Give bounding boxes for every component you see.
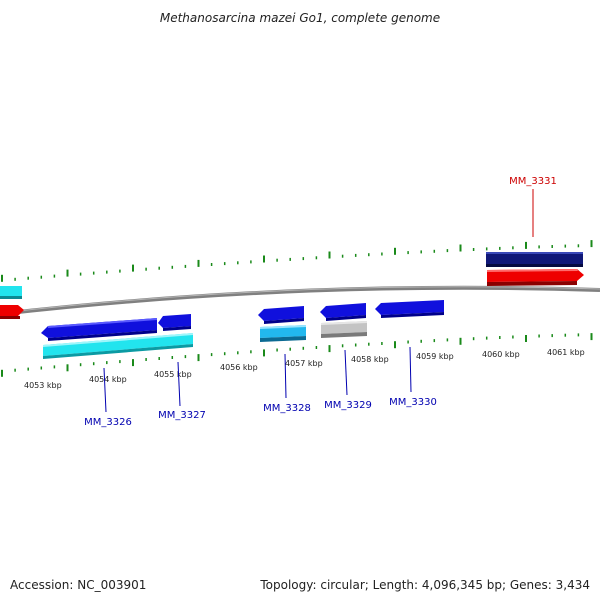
callout-line-MM_3328 — [284, 353, 287, 399]
callout-line-MM_3329 — [344, 349, 348, 396]
gene-label-MM_3327[interactable]: MM_3327 — [158, 410, 206, 421]
scale-label-4058: 4058 kbp — [351, 355, 389, 364]
genome-backbone-highlight — [0, 286, 600, 314]
scale-label-4053: 4053 kbp — [24, 381, 62, 390]
scale-label-4054: 4054 kbp — [89, 375, 127, 384]
outer-tick-row — [1, 240, 593, 282]
inner-tick-row — [1, 333, 593, 377]
accession-text: Accession: NC_003901 — [10, 578, 147, 592]
gene-label-MM_3328[interactable]: MM_3328 — [263, 403, 311, 414]
scale-label-4061: 4061 kbp — [547, 348, 585, 357]
gene-label-MM_3331[interactable]: MM_3331 — [509, 176, 557, 187]
edge-gene-red[interactable] — [0, 305, 24, 319]
gene-MM_3331-bar[interactable] — [486, 252, 583, 267]
gene-MM_3331-arrow[interactable] — [487, 269, 584, 286]
callout-line-MM_3327 — [177, 361, 181, 407]
gene-MM_3328-cds[interactable] — [260, 325, 306, 342]
callout-line-MM_3326 — [103, 367, 107, 413]
gene-MM_3326-arrow[interactable] — [41, 318, 157, 341]
gene-MM_3329-cds[interactable] — [321, 321, 367, 338]
genome-backbone — [0, 285, 600, 316]
gene-label-MM_3330[interactable]: MM_3330 — [389, 397, 437, 408]
gene-MM_3326-cds[interactable] — [43, 333, 193, 359]
gene-MM_3330-arrow[interactable] — [375, 300, 444, 318]
map-title: Methanosarcina mazei Go1, complete genom… — [160, 11, 440, 25]
gene-label-MM_3329[interactable]: MM_3329 — [324, 400, 372, 411]
edge-gene-cyan[interactable] — [0, 286, 22, 299]
callout-line-MM_3330 — [409, 346, 412, 393]
scale-label-4056: 4056 kbp — [220, 363, 258, 372]
scale-label-4057: 4057 kbp — [285, 359, 323, 368]
genome-summary-text: Topology: circular; Length: 4,096,345 bp… — [260, 578, 590, 592]
gene-MM_3329-arrow[interactable] — [320, 303, 366, 321]
gene-MM_3328-arrow[interactable] — [258, 306, 304, 324]
scale-label-4060: 4060 kbp — [482, 350, 520, 359]
scale-label-4055: 4055 kbp — [154, 370, 192, 379]
gene-MM_3327-arrow[interactable] — [158, 314, 191, 331]
gene-label-MM_3326[interactable]: MM_3326 — [84, 417, 132, 428]
scale-label-4059: 4059 kbp — [416, 352, 454, 361]
